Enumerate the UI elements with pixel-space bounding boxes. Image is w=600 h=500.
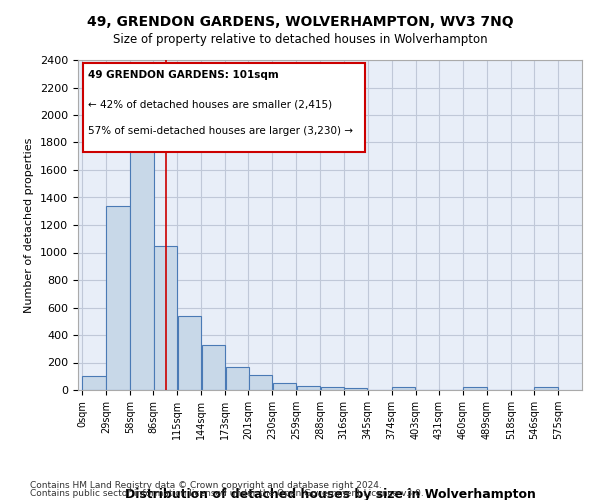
Bar (344, 388, 367, 390)
Bar (178, 316, 201, 390)
Text: 49 GRENDON GARDENS: 101sqm: 49 GRENDON GARDENS: 101sqm (88, 70, 279, 80)
Y-axis label: Number of detached properties: Number of detached properties (25, 138, 34, 312)
Bar (296, 386, 320, 390)
Bar (320, 387, 344, 390)
Text: Contains HM Land Registry data © Crown copyright and database right 2024.: Contains HM Land Registry data © Crown c… (30, 480, 382, 490)
Text: ← 42% of detached houses are smaller (2,415): ← 42% of detached houses are smaller (2,… (88, 100, 332, 110)
Text: 57% of semi-detached houses are larger (3,230) →: 57% of semi-detached houses are larger (… (88, 126, 353, 136)
Text: 49, GRENDON GARDENS, WOLVERHAMPTON, WV3 7NQ: 49, GRENDON GARDENS, WOLVERHAMPTON, WV3 … (86, 15, 514, 29)
Bar (226, 368, 249, 390)
Text: Size of property relative to detached houses in Wolverhampton: Size of property relative to detached ho… (113, 32, 487, 46)
Bar (534, 387, 558, 390)
Bar (272, 383, 296, 390)
Bar (392, 387, 415, 390)
Bar (106, 206, 130, 390)
FancyBboxPatch shape (83, 64, 365, 152)
Bar (248, 375, 272, 390)
Bar (154, 246, 177, 390)
Text: Contains public sector information licensed under the Open Government Licence v3: Contains public sector information licen… (30, 489, 424, 498)
X-axis label: Distribution of detached houses by size in Wolverhampton: Distribution of detached houses by size … (125, 488, 535, 500)
Bar (463, 387, 487, 390)
Bar (82, 376, 106, 390)
Bar (130, 132, 154, 390)
Bar (202, 344, 225, 390)
